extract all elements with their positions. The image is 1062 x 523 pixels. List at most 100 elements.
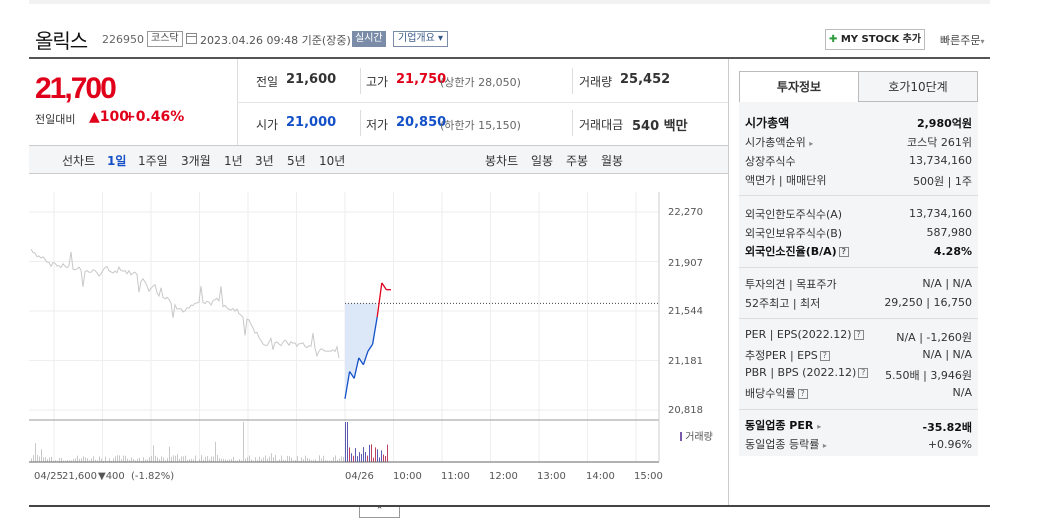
prev-date-label: 04/25	[34, 471, 63, 482]
volume-bar	[165, 460, 166, 462]
period-1d[interactable]: 1일	[107, 154, 127, 168]
volume-bar	[227, 460, 228, 462]
dividend-text: 배당수익률	[745, 387, 796, 400]
volume-bar	[283, 459, 284, 462]
collapse-button[interactable]: ⌃	[359, 507, 400, 518]
tab-invest-info[interactable]: 투자정보	[739, 71, 859, 102]
company-info-dropdown[interactable]: 기업개요 ▾	[393, 31, 449, 47]
sector-per-label[interactable]: 동일업종 PER ▸	[745, 417, 821, 433]
stock-code: 226950	[102, 33, 144, 46]
change-value: ▲100	[89, 109, 129, 125]
week52-value: 29,250 | 16,750	[884, 296, 972, 309]
volume-bar	[315, 459, 316, 462]
plus-icon: ✚	[828, 34, 838, 45]
volume-legend: 거래량	[680, 428, 713, 443]
market-cap-rank-value: 코스닥 261위	[907, 136, 972, 149]
volume-label: 거래량	[579, 75, 613, 89]
prev-close-label: 21,600	[62, 471, 97, 482]
volume-bar	[59, 458, 60, 462]
volume-bar	[291, 457, 292, 462]
period-1w[interactable]: 1주일	[138, 154, 168, 168]
change-percent: +0.46%	[124, 109, 185, 125]
period-1y[interactable]: 1년	[224, 154, 243, 168]
volume-bar	[313, 459, 314, 462]
par-value-value: 500원 | 1주	[913, 175, 972, 188]
sector-per-value: -35.82배	[922, 421, 972, 434]
volume-bar	[73, 459, 74, 462]
volume-bar	[33, 455, 34, 462]
sector-change-label[interactable]: 동일업종 등락률 ▸	[745, 436, 827, 452]
volume-bar	[81, 458, 82, 462]
volume-bar	[109, 458, 110, 462]
volume-bar	[331, 460, 332, 462]
period-10y[interactable]: 10년	[319, 154, 346, 168]
week52-label: 52주최고 | 최저	[745, 297, 821, 310]
volume-bar	[341, 456, 342, 462]
candle-monthly[interactable]: 월봉	[601, 154, 624, 168]
add-mystock-label: MY STOCK 추가	[840, 34, 922, 45]
volume-bar	[273, 457, 274, 462]
volume-bar	[191, 458, 192, 462]
volume-bar	[263, 457, 264, 462]
volume-bar	[261, 458, 262, 462]
current-price: 21,700	[35, 72, 117, 105]
volume-bar	[153, 445, 154, 462]
volume-bar	[63, 460, 64, 462]
period-3y[interactable]: 3년	[255, 154, 274, 168]
volume-bar	[41, 449, 42, 462]
volume-bar	[49, 457, 50, 462]
volume-bar	[277, 460, 278, 462]
help-icon[interactable]: ?	[819, 351, 830, 361]
upper-limit: (상한가 28,050)	[440, 76, 521, 89]
volume-bar	[243, 422, 244, 462]
volume-bar	[51, 456, 52, 462]
chevron-down-icon: ▾	[438, 33, 444, 44]
volume-bar	[123, 455, 124, 462]
volume-bar	[361, 453, 362, 462]
realtime-badge[interactable]: 실시간	[352, 31, 386, 47]
period-3m[interactable]: 3개월	[181, 154, 211, 168]
volume-bar	[157, 457, 158, 462]
prev-pct-label: (-1.82%)	[131, 471, 175, 482]
candle-chart-label: 봉차트	[485, 154, 519, 168]
volume-bar	[91, 458, 92, 462]
today-line-segment	[358, 357, 364, 366]
help-icon[interactable]: ?	[853, 330, 864, 340]
open-label: 시가	[256, 118, 279, 132]
help-icon[interactable]: ?	[858, 368, 869, 378]
volume-bar	[225, 459, 226, 462]
dividend-value: N/A	[952, 386, 972, 399]
volume-bar	[95, 459, 96, 462]
volume-bar	[317, 460, 318, 462]
volume-bar	[303, 459, 304, 462]
help-icon[interactable]: ?	[797, 389, 808, 399]
volume-bar	[259, 456, 260, 462]
tab-orderbook[interactable]: 호가10단계	[858, 71, 978, 102]
volume-bar	[119, 455, 120, 462]
est-per-text: 추정PER | EPS	[745, 349, 818, 362]
add-mystock-button[interactable]: ✚ MY STOCK 추가	[825, 29, 925, 50]
x-tick-label: 11:00	[441, 471, 470, 482]
volume-bar	[69, 460, 70, 462]
foreign-holding-value: 587,980	[926, 226, 973, 239]
volume-bar	[327, 460, 328, 462]
volume-bar	[65, 460, 66, 462]
candle-weekly[interactable]: 주봉	[566, 154, 589, 168]
candle-daily[interactable]: 일봉	[531, 154, 554, 168]
volume-bar	[339, 458, 340, 462]
volume-bar	[349, 447, 350, 462]
volume-bar	[203, 459, 204, 462]
volume-bar	[345, 422, 346, 462]
high-label: 고가	[366, 75, 389, 89]
market-cap-rank-label[interactable]: 시가총액순위 ▸	[745, 134, 813, 150]
volume-bar	[387, 444, 388, 462]
volume-bar	[211, 456, 212, 462]
volume-bar	[125, 455, 126, 462]
volume-bar	[221, 458, 222, 462]
volume-bar	[357, 456, 358, 462]
chevron-up-icon: ⌃	[375, 506, 384, 516]
help-icon[interactable]: ?	[838, 247, 849, 257]
volume-bar	[287, 455, 288, 462]
quick-order-dropdown[interactable]: 빠른주문▾	[940, 32, 985, 48]
period-5y[interactable]: 5년	[287, 154, 306, 168]
